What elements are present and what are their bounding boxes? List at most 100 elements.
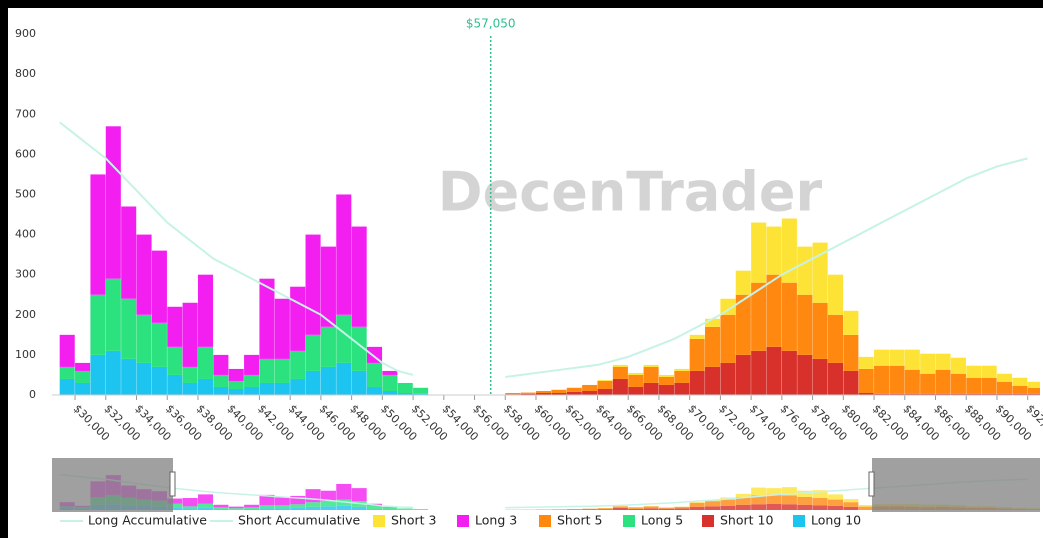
bar-segment [413,387,429,394]
navigator-bar [766,494,782,504]
bar-segment [674,382,690,395]
navigator-bar [582,508,598,510]
bar-segment [720,314,736,363]
navigator-bar [167,507,183,510]
bar-segment [320,366,336,395]
bar-segment [582,384,598,391]
navigator-bar [843,506,859,510]
bar-segment [505,392,521,395]
navigator-bar [843,502,859,507]
bar-segment [674,368,690,371]
bar-segment [121,298,137,359]
navigator-bar [228,508,244,510]
navigator-bar [751,487,767,496]
bar-segment [75,382,91,395]
bar-segment [336,314,352,363]
bar-segment [182,366,198,383]
bar-segment [843,310,859,335]
legend-swatch [702,515,714,527]
navigator-bar [228,509,244,510]
y-tick-label: 200 [15,308,36,321]
bar-segment [843,334,859,371]
bar-segment [1012,377,1028,386]
bar-segment [643,366,659,383]
navigator-bar [259,494,275,506]
bar-segment [197,378,214,395]
navigator-handle[interactable] [169,471,176,497]
legend-label: Long 3 [475,513,517,528]
bar-segment [105,278,121,351]
bar-segment [874,365,890,394]
navigator-bar [720,499,736,506]
bar-segment [720,298,736,315]
bar-segment [320,326,336,367]
bar-segment [858,368,874,393]
navigator-bar [751,504,767,510]
navigator-bar [628,507,644,509]
bar-segment [996,381,1013,394]
y-tick-label: 0 [29,388,36,401]
bar-segment [966,377,982,394]
bar-segment [597,380,613,389]
bar-segment [197,346,214,379]
bar-segment [136,362,152,395]
y-tick-label: 600 [15,147,36,160]
bar-segment [397,392,413,395]
navigator-bar [336,483,352,500]
bar-segment [628,386,644,395]
bar-segment [566,387,582,392]
bar-segment [228,388,244,395]
bar-segment [59,366,75,379]
navigator-bar [274,497,290,506]
bar-segment [827,362,844,395]
bar-segment [981,393,997,395]
navigator-handle[interactable] [868,471,875,497]
navigator-bar [766,488,782,495]
navigator-bar [689,502,705,507]
bar-segment [950,373,966,394]
navigator-bar [643,508,659,510]
bar-segment [674,370,690,383]
navigator-bar [197,503,214,508]
bar-segment [182,382,198,395]
bar-segment [213,374,229,387]
bar-segment [244,374,260,387]
bar-segment [244,354,260,375]
navigator-bar [382,506,398,508]
legend-label: Short 3 [391,513,436,528]
accumulative-line [59,121,414,376]
bar-segment [766,274,782,347]
bar-segment [950,357,966,374]
navigator-bar [336,499,352,506]
bar-segment [950,393,966,395]
navigator-bar [320,501,336,507]
bar-segment [351,326,367,371]
navigator-bar [658,508,675,510]
bar-segment [889,365,905,394]
bar-segment [797,354,813,395]
bar-segment [536,392,552,395]
bar-segment [720,362,736,395]
bar-segment [889,349,905,366]
bar-segment [274,358,290,383]
bar-segment [566,391,582,395]
bar-segment [305,334,321,371]
navigator-bar [674,506,690,509]
bar-segment [812,302,828,359]
navigator-bar [366,508,383,510]
bar-segment [136,234,152,315]
bar-segment [351,370,367,395]
bar-segment [105,350,121,395]
plot-area [59,121,1040,395]
bar-segment [781,218,797,283]
navigator-bar [705,506,721,510]
bar-segment [151,250,167,323]
bar-segment [751,350,767,395]
navigator-bar [351,506,367,510]
bar-segment [597,380,613,381]
bar-segment [920,393,936,395]
legend: Long Accumulative Short Accumulative Short… [60,513,861,528]
accumulative-line [505,157,1028,378]
bar-segment [520,392,536,394]
